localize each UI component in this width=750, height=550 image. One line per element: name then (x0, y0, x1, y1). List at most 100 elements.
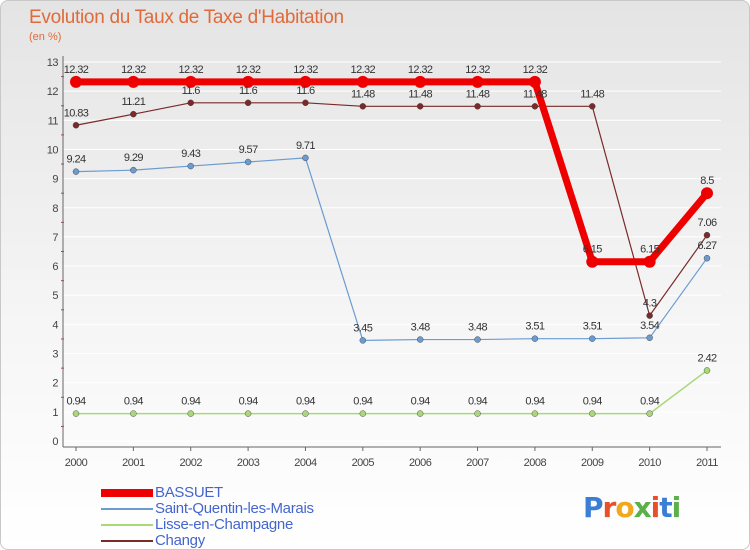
data-point-saint-quentin-les-marais-2004 (302, 154, 309, 162)
data-point-lisse-en-champagne-2004 (302, 410, 309, 417)
y-tick-label-10: 10 (47, 144, 59, 156)
legend-item-saint-quentin-les-marais: Saint-Quentin-les-Marais (101, 501, 401, 517)
y-tick-label-7: 7 (52, 232, 58, 244)
y-tick-label-6: 6 (52, 261, 58, 273)
data-label-bassuet-2001: 12.32 (121, 64, 146, 76)
data-label-saint-quentin-les-marais-2005: 3.45 (353, 322, 372, 334)
x-tick-label-2005: 2005 (352, 457, 375, 469)
data-point-changy-2002 (187, 99, 194, 107)
data-label-bassuet-2007: 12.32 (465, 64, 490, 76)
y-tick-label-3: 3 (52, 349, 58, 361)
data-label-lisse-en-champagne-2004: 0.94 (296, 396, 315, 408)
data-label-bassuet-2010: 6.15 (640, 244, 659, 256)
data-label-bassuet-2004: 12.32 (293, 64, 318, 76)
data-point-bassuet-2009 (586, 255, 599, 268)
data-label-lisse-en-champagne-2002: 0.94 (181, 396, 200, 408)
data-label-bassuet-2003: 12.32 (236, 64, 261, 76)
data-point-changy-2005 (359, 103, 367, 110)
legend-label: Saint-Quentin-les-Marais (155, 500, 314, 517)
data-point-lisse-en-champagne-2003 (244, 410, 252, 417)
data-point-bassuet-2001 (127, 75, 140, 88)
data-label-saint-quentin-les-marais-2004: 9.71 (296, 140, 315, 152)
data-point-bassuet-2011 (701, 187, 713, 200)
data-label-changy-2006: 11.48 (408, 88, 432, 100)
data-point-bassuet-2006 (414, 75, 427, 88)
data-point-changy-2000 (72, 122, 80, 129)
logo-letter: i (650, 491, 661, 524)
legend-swatch (101, 524, 153, 526)
data-point-saint-quentin-les-marais-2009 (589, 335, 596, 342)
data-label-saint-quentin-les-marais-2011: 6.27 (697, 240, 716, 252)
legend-label: BASSUET (155, 484, 223, 501)
data-point-saint-quentin-les-marais-2006 (416, 336, 424, 343)
x-tick-label-2011: 2011 (696, 457, 718, 469)
data-label-bassuet-2002: 12.32 (178, 64, 203, 76)
legend-label: Lisse-en-Champagne (155, 516, 294, 533)
data-label-changy-2005: 11.48 (351, 88, 375, 100)
logo-letter: x (633, 491, 652, 524)
data-point-saint-quentin-les-marais-2003 (244, 158, 252, 166)
data-label-bassuet-2011: 8.5 (700, 175, 714, 187)
data-point-saint-quentin-les-marais-2011 (703, 255, 711, 262)
data-point-lisse-en-champagne-2002 (187, 410, 194, 417)
data-point-bassuet-2007 (471, 75, 484, 88)
data-point-bassuet-2003 (242, 75, 255, 88)
data-point-changy-2010 (646, 312, 653, 319)
data-point-changy-2011 (703, 231, 711, 239)
legend-swatch (101, 489, 153, 497)
legend-swatch (101, 540, 153, 542)
data-point-saint-quentin-les-marais-2000 (72, 168, 80, 175)
data-label-saint-quentin-les-marais-2007: 3.48 (468, 322, 487, 334)
data-label-changy-2003: 11.6 (239, 85, 258, 97)
y-tick-label-12: 12 (47, 86, 59, 98)
data-label-saint-quentin-les-marais-2009: 3.51 (583, 321, 602, 333)
y-tick-label-2: 2 (52, 378, 58, 390)
legend-swatch (101, 508, 153, 510)
logo-letter: i (671, 491, 682, 524)
series-line-bassuet (76, 78, 710, 266)
data-label-lisse-en-champagne-2011: 2.42 (697, 352, 716, 364)
legend-label: Changy (155, 532, 205, 549)
x-tick-label-2010: 2010 (638, 457, 661, 469)
data-point-lisse-en-champagne-2006 (416, 410, 424, 417)
chart-subtitle: (en %) (29, 31, 62, 43)
data-point-changy-2008 (531, 103, 539, 110)
x-tick-label-2004: 2004 (294, 457, 317, 469)
data-point-saint-quentin-les-marais-2008 (531, 335, 539, 342)
data-label-changy-2009: 11.48 (580, 88, 604, 100)
data-label-saint-quentin-les-marais-2000: 9.24 (66, 154, 85, 166)
proxiti-logo: Proxiti (583, 491, 682, 524)
data-point-changy-2007 (474, 103, 481, 110)
data-point-lisse-en-champagne-2009 (589, 410, 596, 417)
data-label-changy-2011: 7.06 (697, 217, 716, 229)
data-point-lisse-en-champagne-2000 (72, 410, 80, 417)
data-point-bassuet-2008 (528, 75, 541, 88)
data-point-lisse-en-champagne-2008 (531, 410, 539, 417)
y-tick-label-11: 11 (48, 115, 59, 127)
data-label-lisse-en-champagne-2008: 0.94 (525, 396, 544, 408)
data-point-saint-quentin-les-marais-2005 (359, 337, 367, 344)
series-line-saint-quentin-les-marais (75, 157, 708, 342)
data-label-lisse-en-champagne-2001: 0.94 (124, 396, 143, 408)
x-tick-label-2009: 2009 (581, 457, 604, 469)
series-line-lisse-en-champagne (76, 369, 708, 415)
x-tick-label-2007: 2007 (466, 457, 489, 469)
data-label-saint-quentin-les-marais-2008: 3.51 (525, 321, 544, 333)
data-point-lisse-en-champagne-2010 (646, 410, 653, 417)
data-label-changy-2004: 11.6 (296, 85, 315, 97)
data-point-saint-quentin-les-marais-2007 (474, 336, 481, 343)
data-point-bassuet-2005 (356, 75, 369, 88)
series-line-changy (75, 102, 708, 318)
data-label-saint-quentin-les-marais-2002: 9.43 (181, 148, 200, 160)
data-label-changy-2000: 10.83 (64, 107, 89, 119)
data-label-lisse-en-champagne-2003: 0.94 (239, 396, 258, 408)
data-label-lisse-en-champagne-2005: 0.94 (353, 396, 372, 408)
data-label-saint-quentin-les-marais-2010: 3.54 (640, 320, 659, 332)
data-label-lisse-en-champagne-2007: 0.94 (468, 396, 487, 408)
y-tick-label-1: 1 (52, 407, 58, 419)
y-tick-label-9: 9 (52, 174, 58, 186)
chart-title: Evolution du Taux de Taxe d'Habitation (29, 7, 344, 28)
data-point-lisse-en-champagne-2005 (359, 410, 367, 417)
